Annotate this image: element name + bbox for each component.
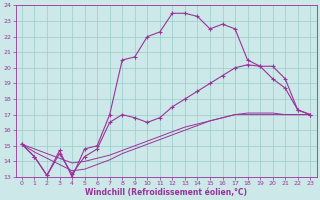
X-axis label: Windchill (Refroidissement éolien,°C): Windchill (Refroidissement éolien,°C) [85, 188, 247, 197]
